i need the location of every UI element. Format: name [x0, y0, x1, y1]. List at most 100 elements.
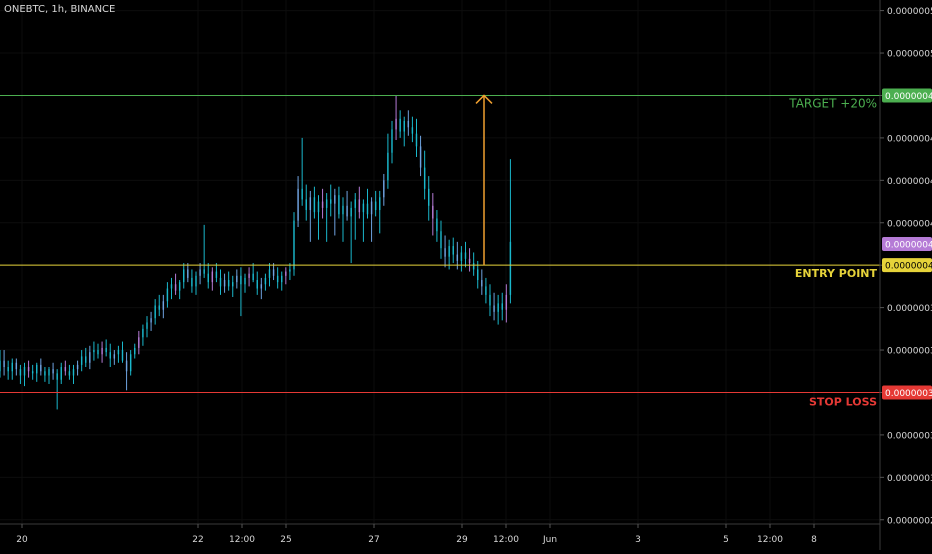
candle-body — [305, 199, 307, 211]
candle-body — [72, 369, 75, 376]
candle-body — [272, 269, 275, 276]
candle-body — [219, 277, 222, 287]
candle-body — [178, 282, 181, 291]
candle-body — [293, 220, 295, 270]
candle-body — [142, 328, 144, 338]
candle-body — [387, 152, 389, 181]
candle-body — [3, 360, 5, 368]
target-price-badge-text: 0.00000048 — [885, 92, 932, 102]
candle-body — [428, 188, 430, 206]
time-axis[interactable]: 20 22 12:00 25 27 29 12:00 Jun 3 5 12:00 8 — [0, 523, 880, 545]
candle-body — [436, 218, 438, 232]
candle-body — [489, 294, 491, 306]
candle-body — [256, 280, 258, 289]
candle-body — [464, 252, 467, 259]
candle-body — [346, 205, 348, 217]
candle-body — [48, 369, 50, 376]
target-price-badge — [882, 88, 932, 103]
candle-body — [264, 277, 267, 285]
candle-body — [444, 248, 446, 257]
candle-body — [370, 201, 373, 215]
candle-body — [383, 180, 385, 198]
candle-body — [366, 203, 369, 215]
candle-body — [31, 371, 34, 374]
candle-body — [423, 167, 426, 189]
candle-body — [440, 231, 442, 249]
stop-price-badge — [882, 385, 932, 400]
candle-body — [121, 350, 124, 361]
candle-body — [80, 356, 83, 365]
candle-body — [411, 127, 414, 134]
candle-body — [448, 246, 450, 257]
candle-body — [281, 275, 283, 283]
candle-body — [325, 199, 328, 208]
candle-body — [129, 354, 132, 372]
candle-body — [138, 337, 140, 348]
time-tick-label: 22 — [192, 535, 203, 545]
price-tick-label: 0.00000036 — [887, 347, 932, 357]
price-tick-label: 0.00000044 — [887, 177, 932, 187]
candle-body — [260, 284, 263, 289]
level-labels: TARGET +20% ENTRY POINT STOP LOSS — [788, 96, 877, 408]
candle-body — [374, 201, 377, 211]
time-tick-label: 3 — [635, 535, 641, 545]
candle-body — [36, 364, 38, 374]
stop-price-badge-text: 0.00000034 — [885, 389, 932, 399]
candle-body — [321, 201, 324, 208]
candle-body — [19, 369, 22, 376]
candle-body — [468, 258, 471, 264]
candle-body — [105, 347, 107, 353]
candle-body — [0, 360, 1, 372]
candle-body — [342, 205, 344, 215]
candle-body — [195, 275, 197, 287]
candle-body — [240, 275, 242, 285]
candle-body — [297, 188, 299, 221]
candle-body — [301, 188, 303, 200]
price-tick-label: 0.00000046 — [887, 134, 932, 144]
candle-body — [276, 275, 279, 283]
candle-body — [285, 271, 287, 276]
candles — [0, 95, 512, 410]
candle-body — [313, 197, 316, 213]
price-tick-label: 0.00000030 — [887, 474, 932, 484]
candle-body — [358, 199, 361, 213]
time-tick-label: 27 — [368, 535, 379, 545]
candle-body — [187, 269, 189, 278]
candle-body — [150, 318, 152, 323]
candle-body — [215, 271, 218, 278]
candle-body — [485, 286, 487, 295]
candle-body — [125, 360, 128, 372]
candle-body — [199, 269, 201, 276]
candle-body — [158, 305, 160, 310]
candle-body — [52, 369, 54, 374]
arrow-head — [475, 94, 493, 104]
candle-body — [509, 241, 512, 295]
time-tick-label: 25 — [280, 535, 291, 545]
candle-body — [7, 367, 9, 372]
time-tick-label: 29 — [456, 535, 468, 545]
candle-body — [501, 303, 503, 310]
candle-body — [497, 303, 499, 312]
candle-body — [391, 129, 393, 153]
candle-body — [162, 301, 165, 310]
candle-body — [223, 280, 226, 287]
candle-body — [338, 195, 340, 215]
candle-body — [113, 354, 116, 359]
candle-body — [97, 350, 99, 355]
price-axis[interactable]: 0.00000028 0.00000030 0.00000032 0.00000034… — [879, 0, 932, 550]
candle-body — [362, 203, 365, 213]
candle-body — [399, 118, 401, 132]
candle-body — [248, 273, 250, 278]
candle-body — [415, 133, 418, 147]
candle-body — [232, 282, 234, 287]
candle-body — [134, 347, 136, 355]
level-lines — [0, 94, 880, 393]
time-tick-label: 12:00 — [229, 535, 255, 545]
candle-body — [460, 252, 463, 261]
time-tick-label: Jun — [542, 535, 557, 545]
candle-body — [60, 367, 62, 380]
price-tick-label: 0.00000042 — [887, 219, 932, 229]
